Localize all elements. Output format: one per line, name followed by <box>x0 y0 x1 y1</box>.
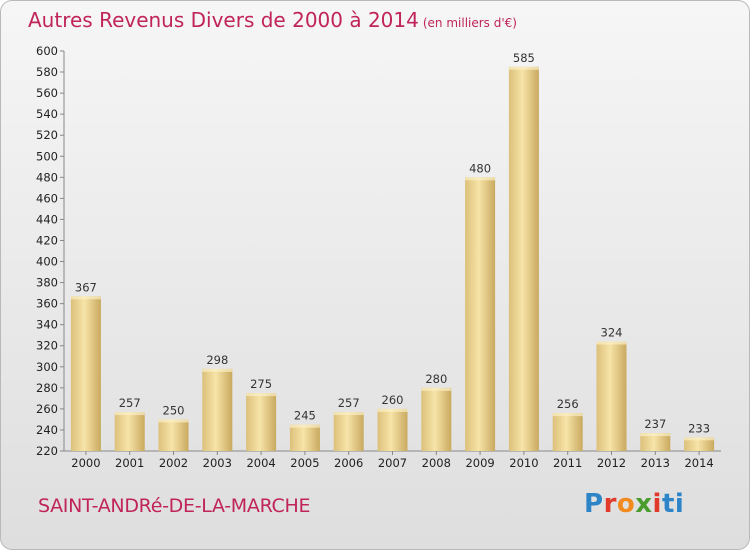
bar-value-label: 275 <box>250 377 272 391</box>
bar-value-label: 298 <box>206 353 228 367</box>
bar-highlight <box>508 66 539 70</box>
y-tick-label: 600 <box>36 44 58 58</box>
bar <box>70 296 101 451</box>
bar <box>596 341 627 451</box>
x-tick-label: 2002 <box>159 456 188 470</box>
bar-value-label: 257 <box>338 396 360 410</box>
bar-highlight <box>114 412 145 416</box>
bar-value-label: 237 <box>644 417 666 431</box>
bar <box>158 419 189 451</box>
y-tick-label: 440 <box>36 212 58 226</box>
bar <box>508 66 539 451</box>
y-tick-label: 260 <box>36 402 58 416</box>
y-tick-label: 340 <box>36 318 58 332</box>
bar-value-label: 367 <box>75 280 97 294</box>
bar-highlight <box>552 413 583 417</box>
y-tick-label: 500 <box>36 149 58 163</box>
x-tick-label: 2012 <box>597 456 626 470</box>
bar-highlight <box>640 433 671 437</box>
x-tick-label: 2008 <box>422 456 451 470</box>
x-tick-label: 2011 <box>553 456 582 470</box>
y-tick-label: 280 <box>36 381 58 395</box>
x-tick-label: 2010 <box>509 456 538 470</box>
bar-chart: 220 240 260 280 300 320 340 360 380 400 420 440 460 4… <box>36 44 721 470</box>
bar-value-label: 260 <box>382 393 404 407</box>
logo-letter: o <box>616 489 636 519</box>
bar-value-label: 480 <box>469 161 491 175</box>
bar-value-label: 280 <box>425 372 447 386</box>
logo-letter: P <box>584 489 604 519</box>
bar <box>552 413 583 451</box>
chart-subtitle: (en milliers d'€) <box>422 16 517 30</box>
bar-highlight <box>70 296 101 300</box>
logo-letter: i <box>652 489 662 519</box>
bar <box>640 433 671 451</box>
bar-highlight <box>421 387 452 391</box>
bar-value-label: 250 <box>163 403 185 417</box>
chart-title: Autres Revenus Divers de 2000 à 2014 (en … <box>28 8 517 32</box>
bar <box>377 408 408 451</box>
y-tick-label: 220 <box>36 444 58 458</box>
y-tick-label: 540 <box>36 107 58 121</box>
x-tick-label: 2006 <box>334 456 363 470</box>
bar <box>202 368 233 451</box>
bar <box>333 412 364 451</box>
y-tick-label: 460 <box>36 191 58 205</box>
logo-letter: ti <box>661 489 685 519</box>
bar-highlight <box>289 424 320 428</box>
bar-highlight <box>333 412 364 416</box>
bar-value-label: 585 <box>513 51 535 65</box>
y-tick-label: 240 <box>36 423 58 437</box>
bar-value-label: 257 <box>119 396 141 410</box>
bar-highlight <box>596 341 627 345</box>
y-tick-label: 480 <box>36 170 58 184</box>
bar <box>246 393 277 451</box>
x-tick-label: 2009 <box>465 456 494 470</box>
y-tick-label: 580 <box>36 65 58 79</box>
x-tick-label: 2003 <box>203 456 232 470</box>
bar <box>684 437 715 451</box>
bar-value-label: 256 <box>557 397 579 411</box>
bar-highlight <box>158 419 189 423</box>
bar-value-label: 233 <box>688 421 710 435</box>
bar-highlight <box>684 437 715 441</box>
x-tick-label: 2005 <box>290 456 319 470</box>
y-tick-label: 300 <box>36 360 58 374</box>
logo-letter: x <box>635 489 653 519</box>
proxiti-logo: Proxiti <box>584 489 684 519</box>
x-tick-label: 2013 <box>641 456 670 470</box>
bar <box>421 387 452 451</box>
bar-highlight <box>246 393 277 397</box>
bar <box>465 177 496 451</box>
logo-letter: r <box>603 489 617 519</box>
bar-value-label: 245 <box>294 409 316 423</box>
y-tick-label: 320 <box>36 339 58 353</box>
bar-highlight <box>465 177 496 181</box>
x-tick-label: 2007 <box>378 456 407 470</box>
bar-highlight <box>377 408 408 412</box>
y-tick-label: 560 <box>36 86 58 100</box>
x-tick-label: 2001 <box>115 456 144 470</box>
bar <box>289 424 320 451</box>
bar-highlight <box>202 368 233 372</box>
bar <box>114 412 145 451</box>
y-tick-label: 400 <box>36 255 58 269</box>
x-tick-label: 2004 <box>246 456 275 470</box>
y-tick-label: 380 <box>36 276 58 290</box>
x-tick-label: 2014 <box>684 456 713 470</box>
chart-title-text: Autres Revenus Divers de 2000 à 2014 <box>28 8 419 32</box>
y-tick-label: 520 <box>36 128 58 142</box>
y-tick-label: 420 <box>36 233 58 247</box>
y-tick-label: 360 <box>36 297 58 311</box>
bar-value-label: 324 <box>601 326 623 340</box>
x-tick-label: 2000 <box>71 456 100 470</box>
commune-name: SAINT-ANDRé-DE-LA-MARCHE <box>38 495 311 517</box>
